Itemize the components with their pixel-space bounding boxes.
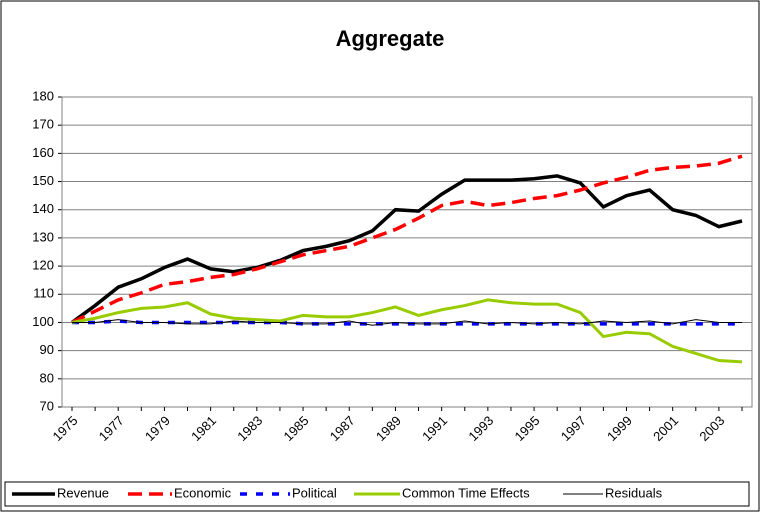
series-line bbox=[72, 319, 742, 326]
y-tick-label: 180 bbox=[32, 88, 54, 103]
series-line bbox=[71, 298, 743, 364]
y-tick-label: 120 bbox=[32, 258, 54, 273]
series-line bbox=[70, 174, 743, 324]
legend-label: Common Time Effects bbox=[402, 485, 530, 500]
y-tick-label: 100 bbox=[32, 314, 54, 329]
y-tick-label: 150 bbox=[32, 173, 54, 188]
y-tick-label: 130 bbox=[32, 229, 54, 244]
legend-label: Economic bbox=[174, 485, 232, 500]
y-tick-label: 90 bbox=[40, 342, 54, 357]
legend-label: Residuals bbox=[605, 485, 663, 500]
y-tick-label: 70 bbox=[40, 398, 54, 413]
y-tick-label: 140 bbox=[32, 201, 54, 216]
y-tick-label: 110 bbox=[33, 286, 54, 301]
chart-title: Aggregate bbox=[336, 26, 445, 51]
y-tick-label: 160 bbox=[32, 145, 54, 160]
legend-label: Political bbox=[292, 485, 337, 500]
legend-label: Revenue bbox=[57, 485, 109, 500]
y-tick-label: 170 bbox=[32, 117, 54, 132]
y-tick-label: 80 bbox=[40, 370, 54, 385]
plot-area bbox=[61, 96, 753, 408]
